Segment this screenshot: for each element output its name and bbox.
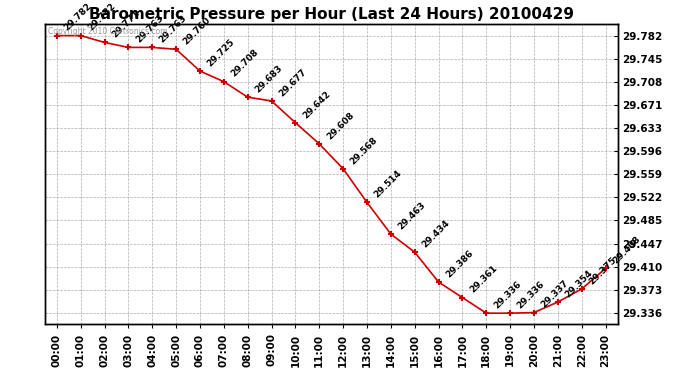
Text: 29.642: 29.642 bbox=[301, 89, 332, 120]
Text: 29.782: 29.782 bbox=[62, 2, 93, 33]
Text: Copyright 2010 Cartronics.com: Copyright 2010 Cartronics.com bbox=[48, 27, 167, 36]
Text: 29.608: 29.608 bbox=[325, 110, 355, 141]
Text: 29.408: 29.408 bbox=[611, 235, 642, 266]
Text: 29.568: 29.568 bbox=[348, 135, 380, 166]
Title: Barometric Pressure per Hour (Last 24 Hours) 20100429: Barometric Pressure per Hour (Last 24 Ho… bbox=[89, 7, 573, 22]
Text: 29.434: 29.434 bbox=[420, 218, 451, 249]
Text: 29.763: 29.763 bbox=[134, 13, 165, 45]
Text: 29.683: 29.683 bbox=[253, 63, 284, 94]
Text: 29.375: 29.375 bbox=[587, 255, 618, 286]
Text: 29.336: 29.336 bbox=[515, 279, 546, 310]
Text: 29.386: 29.386 bbox=[444, 248, 475, 279]
Text: 29.336: 29.336 bbox=[492, 279, 523, 310]
Text: 29.771: 29.771 bbox=[110, 9, 141, 40]
Text: 29.782: 29.782 bbox=[86, 2, 117, 33]
Text: 29.760: 29.760 bbox=[181, 15, 213, 46]
Text: 29.354: 29.354 bbox=[564, 268, 595, 299]
Text: 29.361: 29.361 bbox=[468, 264, 499, 295]
Text: 29.677: 29.677 bbox=[277, 67, 308, 98]
Text: 29.708: 29.708 bbox=[229, 48, 260, 79]
Text: 29.337: 29.337 bbox=[540, 279, 571, 310]
Text: 29.725: 29.725 bbox=[206, 37, 237, 68]
Text: 29.514: 29.514 bbox=[373, 169, 404, 200]
Text: 29.763: 29.763 bbox=[158, 13, 189, 45]
Text: 29.463: 29.463 bbox=[397, 200, 427, 231]
